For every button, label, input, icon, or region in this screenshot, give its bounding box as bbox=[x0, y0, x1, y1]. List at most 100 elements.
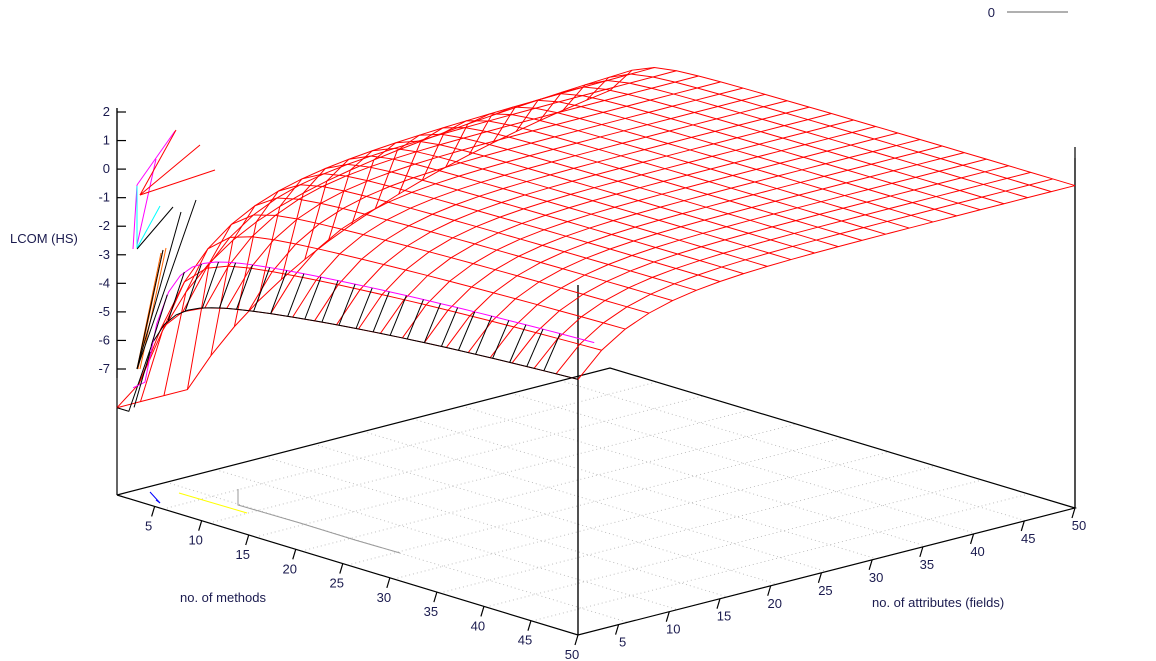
mesh-polyline bbox=[363, 431, 827, 572]
mesh-polyline bbox=[475, 315, 493, 355]
mesh-polyline bbox=[162, 381, 657, 510]
mesh-polyline bbox=[406, 299, 424, 340]
mesh-polyline bbox=[439, 465, 936, 594]
mesh-polyline bbox=[433, 591, 438, 603]
mesh-polyline bbox=[133, 351, 151, 408]
y-axis: 5 10 15 20 25 30 35 40 45 50 bbox=[614, 507, 1086, 650]
mesh-polyline bbox=[255, 409, 750, 538]
mesh-polyline bbox=[347, 437, 843, 566]
z-tick-label: -2 bbox=[98, 218, 110, 233]
z-tick-label: -1 bbox=[98, 190, 110, 205]
mesh-polyline bbox=[533, 171, 1031, 369]
mesh-polyline bbox=[253, 267, 271, 312]
mesh-polyline bbox=[236, 264, 254, 310]
mesh-polyline bbox=[527, 620, 532, 631]
mesh-polyline bbox=[136, 211, 182, 370]
mesh-polyline bbox=[868, 559, 873, 571]
z-tick-label: -3 bbox=[98, 247, 110, 262]
mesh-polyline bbox=[292, 100, 788, 318]
mesh-polyline bbox=[155, 499, 161, 504]
z-axis: 2 1 0 -1 -2 -3 -4 -5 -6 -7 bbox=[98, 104, 126, 378]
mesh-polyline bbox=[489, 158, 987, 359]
mesh-polyline bbox=[132, 184, 138, 250]
mesh-polyline bbox=[389, 295, 407, 336]
mesh-polyline bbox=[586, 73, 1052, 193]
y-tick-label: 40 bbox=[970, 544, 984, 559]
mesh-polyline bbox=[423, 303, 441, 343]
y-tick-label: 25 bbox=[818, 583, 832, 598]
y-tick-label: 50 bbox=[1072, 518, 1086, 533]
mesh-polyline bbox=[421, 120, 886, 235]
z-tick-label: 0 bbox=[103, 161, 110, 176]
mesh-polyline bbox=[336, 113, 832, 326]
mesh-polyline bbox=[304, 155, 768, 267]
y-tick-label: 5 bbox=[619, 635, 626, 650]
mesh-polyline bbox=[184, 263, 202, 312]
mesh-polyline bbox=[380, 125, 876, 334]
z-tick-label: -6 bbox=[98, 332, 110, 347]
mesh-polyline bbox=[372, 291, 390, 333]
mesh-polyline bbox=[182, 70, 677, 312]
mesh-polyline bbox=[445, 145, 943, 348]
mesh-polyline bbox=[136, 206, 174, 250]
mesh-polyline bbox=[969, 533, 975, 545]
legend[interactable]: 0 bbox=[988, 5, 1068, 20]
x-tick-label: 40 bbox=[471, 618, 485, 633]
mesh-polyline bbox=[198, 520, 203, 531]
mesh-polyline bbox=[209, 395, 704, 524]
mesh-polyline bbox=[163, 236, 626, 396]
mesh-polyline bbox=[132, 261, 595, 389]
mesh-polyline bbox=[716, 598, 721, 609]
mesh-polyline bbox=[423, 139, 921, 343]
mesh-polyline bbox=[393, 451, 890, 580]
mesh-polyline bbox=[136, 158, 157, 246]
mesh-polyline bbox=[511, 392, 976, 534]
mesh-polyline bbox=[562, 79, 1028, 199]
x-axis: 5 10 15 20 25 30 35 40 45 50 bbox=[145, 506, 579, 661]
surface-mesh bbox=[116, 67, 1076, 409]
mesh-polyline bbox=[509, 324, 527, 363]
mesh-polyline bbox=[351, 140, 815, 254]
mesh-polyline bbox=[204, 75, 699, 309]
mesh-polyline bbox=[468, 106, 934, 223]
mesh-polyline bbox=[458, 311, 476, 351]
base-plane-contours bbox=[149, 489, 401, 554]
base-plane-grid bbox=[116, 367, 1076, 636]
mesh-polyline bbox=[338, 284, 356, 326]
mesh-polyline bbox=[358, 119, 854, 330]
legend-entry-label: 0 bbox=[988, 5, 995, 20]
y-tick-label: 45 bbox=[1021, 531, 1035, 546]
y-tick-label: 20 bbox=[767, 596, 781, 611]
mesh-polyline bbox=[398, 127, 863, 241]
y-tick-label: 15 bbox=[717, 609, 731, 624]
y-tick-label: 10 bbox=[666, 622, 680, 637]
mesh-polyline bbox=[526, 328, 544, 367]
mesh-polyline bbox=[609, 67, 1076, 187]
mesh-polyline bbox=[461, 405, 927, 547]
mesh-polyline bbox=[321, 280, 339, 323]
z-tick-label: 1 bbox=[103, 133, 110, 148]
mesh-polyline bbox=[116, 307, 579, 409]
mesh-polyline bbox=[440, 307, 459, 347]
mesh-polyline bbox=[215, 469, 678, 611]
x-tick-label: 45 bbox=[518, 633, 532, 648]
z-tick-label: -7 bbox=[98, 361, 110, 376]
mesh-polyline bbox=[339, 563, 344, 574]
x-tick-label: 15 bbox=[235, 547, 249, 562]
mesh-polyline bbox=[401, 132, 898, 339]
mesh-polyline bbox=[139, 144, 201, 196]
mesh-polyline bbox=[218, 262, 237, 309]
mesh-polyline bbox=[140, 265, 602, 402]
mesh-polyline bbox=[543, 333, 561, 371]
x-tick-label: 50 bbox=[565, 647, 579, 661]
y-tick-label: 35 bbox=[920, 557, 934, 572]
mesh-polyline bbox=[151, 506, 156, 517]
mesh-polyline bbox=[280, 163, 744, 280]
mesh-polyline bbox=[136, 199, 197, 370]
mesh-polyline bbox=[511, 165, 1009, 364]
mesh-polyline bbox=[166, 481, 628, 623]
mesh-polyline bbox=[485, 479, 983, 608]
x-tick-label: 20 bbox=[283, 561, 297, 576]
mesh-polyline bbox=[116, 307, 579, 412]
